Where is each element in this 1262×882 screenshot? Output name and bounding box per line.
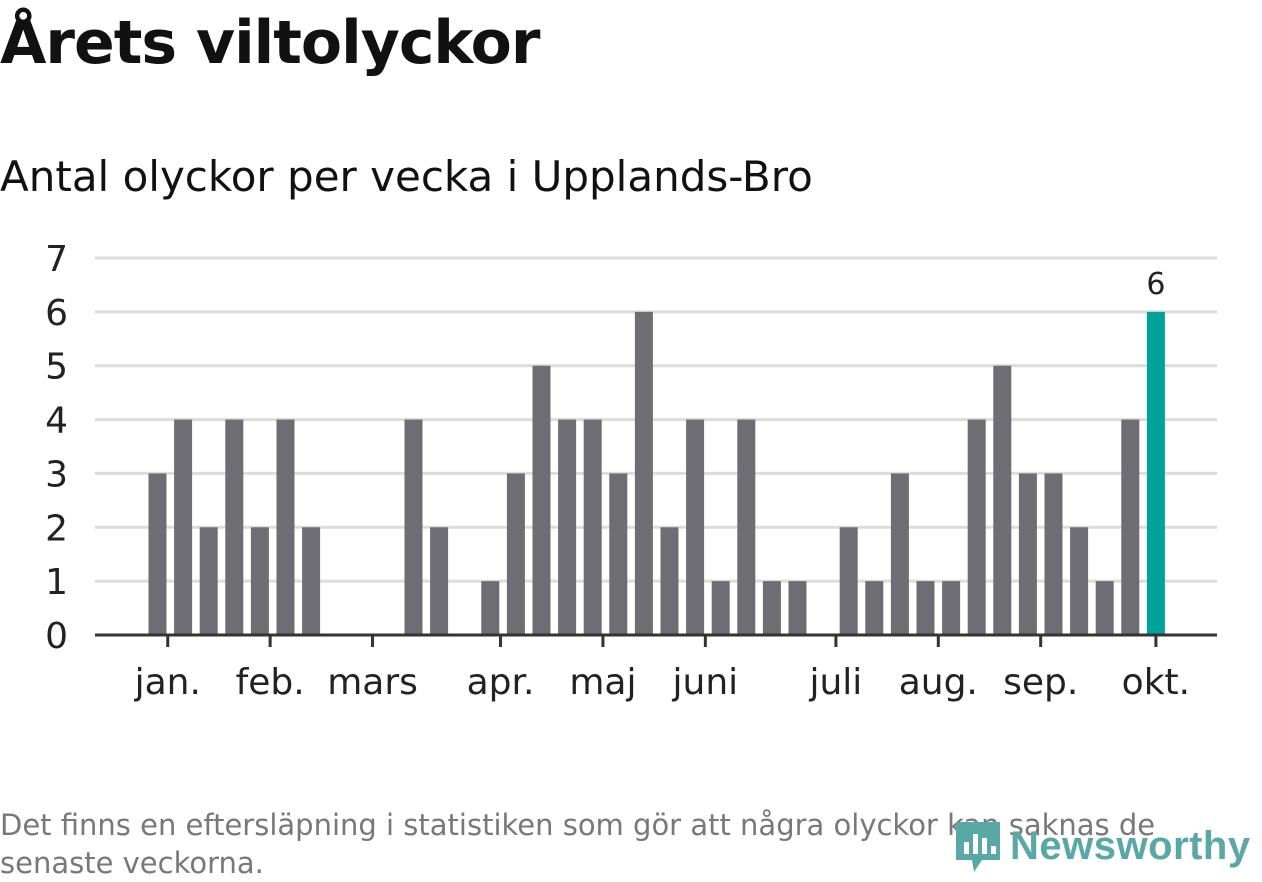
bar — [302, 527, 321, 635]
y-tick-label: 7 — [45, 239, 68, 280]
x-tick-label: okt. — [1122, 662, 1190, 703]
bar — [1121, 419, 1140, 635]
bar — [276, 419, 295, 635]
bar — [634, 311, 653, 635]
bar — [1070, 527, 1089, 635]
chart-subtitle: Antal olyckor per vecka i Upplands-Bro — [0, 152, 813, 201]
y-axis-ticks: 0 1 2 3 4 5 6 7 — [45, 239, 68, 657]
y-tick-label: 6 — [45, 293, 68, 334]
bar — [1044, 473, 1063, 635]
x-tick-label: juni — [672, 662, 739, 703]
x-tick-label: maj — [569, 662, 636, 703]
bar — [711, 581, 730, 635]
bar — [225, 419, 244, 635]
bar — [865, 581, 884, 635]
bar — [609, 473, 628, 635]
y-tick-label: 5 — [45, 347, 68, 388]
bar-chart: 0 1 2 3 4 5 6 7 jan. feb. mars apr. maj juni juli aug.… — [45, 239, 1217, 703]
bar — [558, 419, 577, 635]
bar — [942, 581, 961, 635]
bars — [148, 311, 1165, 635]
bar — [788, 581, 807, 635]
x-tick-label: mars — [327, 662, 418, 703]
x-tick-label: sep. — [1003, 662, 1078, 703]
x-tick-label: apr. — [467, 662, 535, 703]
y-tick-label: 1 — [45, 562, 68, 603]
chart-title: Årets viltolyckor — [0, 8, 540, 78]
bar — [1095, 581, 1114, 635]
bar — [250, 527, 269, 635]
bar — [916, 581, 935, 635]
bar — [839, 527, 858, 635]
newsworthy-logo-icon — [956, 822, 1000, 872]
bar — [686, 419, 705, 635]
x-tick-label: feb. — [236, 662, 305, 703]
x-tick-label: aug. — [899, 662, 978, 703]
bar — [404, 419, 423, 635]
newsworthy-logo: Newsworthy — [952, 816, 1251, 876]
bar — [967, 419, 986, 635]
bar — [993, 365, 1012, 635]
bar — [199, 527, 218, 635]
bar — [148, 473, 167, 635]
bar — [890, 473, 909, 635]
bar — [1018, 473, 1037, 635]
bar — [481, 581, 500, 635]
bar-highlight — [1146, 311, 1165, 635]
y-tick-label: 3 — [45, 454, 68, 495]
bar — [532, 365, 551, 635]
bar — [737, 419, 756, 635]
bar — [506, 473, 525, 635]
data-label: 6 — [1146, 267, 1165, 302]
bar — [660, 527, 679, 635]
x-tick-label: jan. — [134, 662, 201, 703]
x-tick-label: juli — [808, 662, 862, 703]
y-tick-label: 4 — [45, 401, 68, 442]
data-labels: 6 — [1146, 267, 1165, 302]
bar — [583, 419, 602, 635]
y-tick-label: 0 — [45, 616, 68, 657]
bar — [762, 581, 781, 635]
bar — [174, 419, 193, 635]
bar — [430, 527, 449, 635]
x-axis: jan. feb. mars apr. maj juni juli aug. sep. okt. — [95, 633, 1217, 703]
logo-text: Newsworthy — [1010, 823, 1251, 868]
y-tick-label: 2 — [45, 508, 68, 549]
